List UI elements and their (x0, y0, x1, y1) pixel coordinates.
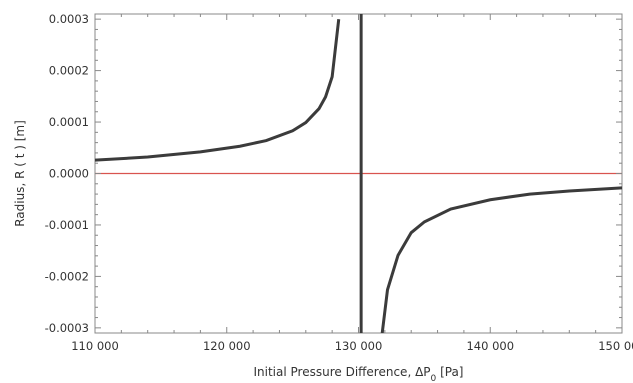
y-tick-label: 0.0003 (49, 12, 89, 26)
x-tick-label: 130 000 (335, 339, 383, 353)
y-tick-label: 0.0000 (49, 167, 89, 181)
x-tick-label: 150 000 (598, 339, 633, 353)
x-axis-title: Initial Pressure Difference, ΔP0 [Pa] (254, 365, 464, 383)
y-tick-label: -0.0001 (45, 218, 89, 232)
x-tick-label: 110 000 (71, 339, 119, 353)
x-axis: 110 000 120 000 130 000 140 000 150 000 (71, 14, 633, 353)
y-tick-label: -0.0002 (45, 269, 89, 283)
series-line-3 (380, 186, 622, 333)
y-tick-label: 0.0002 (49, 64, 89, 78)
y-axis-title: Radius, R ( t ) [m] (13, 120, 27, 227)
y-tick-label: -0.0003 (45, 321, 89, 335)
plot-area (94, 13, 623, 334)
y-axis: 0.0003 0.0002 0.0001 0.0000 -0.0001 -0.0002 -0… (45, 12, 622, 335)
series-line-1 (95, 18, 341, 162)
y-tick-label: 0.0001 (49, 115, 89, 129)
x-tick-label: 120 000 (203, 339, 251, 353)
x-tick-label: 140 000 (466, 339, 514, 353)
